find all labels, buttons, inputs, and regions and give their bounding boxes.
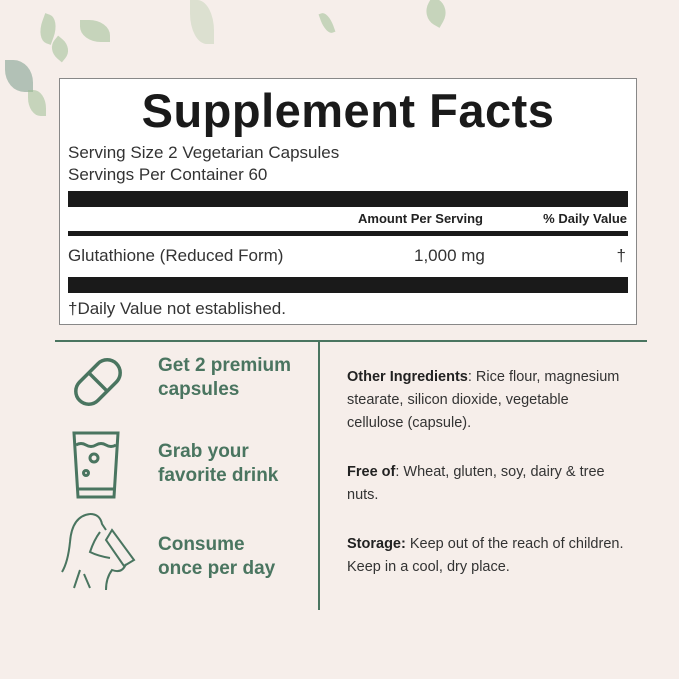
divider-medium — [68, 231, 628, 236]
serving-size: Serving Size 2 Vegetarian Capsules — [68, 143, 340, 162]
step-text: Consume — [158, 534, 245, 555]
info-text: : Wheat, gluten, soy, dairy & tree nuts. — [347, 464, 605, 503]
step-text: Grab your — [158, 441, 249, 462]
info-label: Storage: — [347, 536, 406, 552]
divider — [55, 340, 647, 342]
daily-value-header: % Daily Value — [543, 211, 627, 226]
info-text: : Rice flour, magnesium stearate, silico… — [347, 369, 620, 431]
ingredient-amount: 1,000 mg — [414, 246, 485, 265]
divider — [318, 340, 320, 610]
divider-thick — [68, 277, 628, 293]
capsule-icon — [74, 358, 122, 406]
step-3: Consume once per day — [158, 533, 275, 581]
info-label: Other Ingredients — [347, 369, 468, 385]
free-of: Free of: Wheat, gluten, soy, dairy & tre… — [347, 461, 627, 507]
storage: Storage: Keep out of the reach of childr… — [347, 533, 627, 579]
info-label: Free of — [347, 464, 396, 480]
servings-per-container: Servings Per Container 60 — [68, 165, 268, 184]
ingredient-name: Glutathione (Reduced Form) — [68, 246, 284, 265]
footnote: †Daily Value not established. — [68, 299, 286, 318]
step-text: capsules — [158, 379, 240, 400]
woman-drinking-icon — [61, 513, 136, 590]
panel-title: Supplement Facts — [141, 84, 555, 137]
other-ingredients: Other Ingredients: Rice flour, magnesium… — [347, 366, 627, 435]
step-text: Get 2 premium — [158, 355, 292, 376]
info-text: Keep out of the reach of children. Keep … — [347, 536, 624, 575]
ingredient-dv: † — [616, 246, 626, 265]
step-1: Get 2 premium capsules — [158, 354, 291, 402]
amount-header: Amount Per Serving — [358, 211, 483, 226]
glass-of-water-icon — [72, 431, 120, 499]
supplement-facts-panel: Supplement Facts Serving Size 2 Vegetari… — [59, 78, 637, 325]
step-text: favorite drink — [158, 465, 279, 486]
step-text: once per day — [158, 558, 276, 579]
step-2: Grab your favorite drink — [158, 440, 278, 488]
divider-thick — [68, 191, 628, 207]
